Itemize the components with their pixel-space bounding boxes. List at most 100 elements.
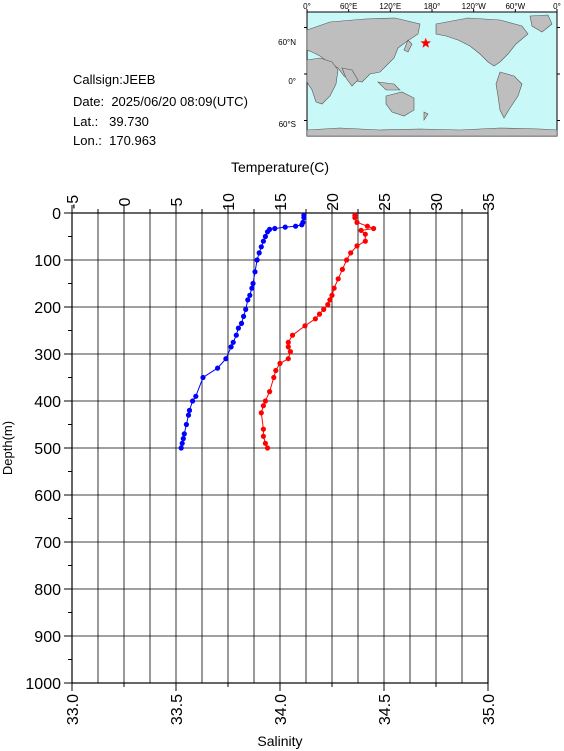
map-landmasses	[306, 14, 558, 137]
station-marker	[420, 37, 431, 48]
temperature-tick-label: 30	[429, 193, 446, 211]
temperature-data-point	[235, 325, 241, 331]
salinity-data-point	[262, 398, 268, 404]
salinity-data-point	[316, 311, 323, 317]
minor-ticks	[68, 209, 463, 687]
temperature-axis-ticks: -5 0 5 10 15 20 25 30 35	[65, 193, 498, 213]
land-nz	[423, 111, 429, 121]
map-lat-label: 0°	[288, 77, 296, 86]
map-lon-label: 120°W	[462, 2, 487, 11]
temperature-tick-label: -5	[65, 195, 82, 209]
callsign-label: Callsign:	[73, 72, 123, 87]
salinity-data-point	[362, 231, 368, 237]
temperature-data-point	[185, 412, 192, 418]
depth-axis-label: Depth(m)	[0, 421, 15, 475]
map-lon-label: 120°E	[379, 2, 401, 11]
land-india	[341, 67, 359, 87]
lat-line: Lat.: 39.730	[73, 114, 149, 130]
temperature-data-point	[181, 431, 187, 437]
salinity-data-point	[273, 367, 279, 374]
date-value: 2025/06/20 08:09(UTC)	[111, 94, 248, 109]
salinity-data-point	[348, 250, 354, 256]
map-lon-label: 60°W	[505, 2, 525, 11]
salinity-tick-label: 35.0	[481, 694, 498, 725]
salinity-data-point	[267, 389, 273, 395]
map-lon-label: 60°E	[340, 2, 357, 11]
salinity-data-point	[285, 344, 291, 350]
land-japan	[403, 39, 413, 53]
depth-tick-label: 200	[34, 300, 61, 317]
temperature-data-point	[258, 244, 264, 250]
salinity-data-point	[264, 445, 271, 451]
salinity-data-point	[329, 292, 335, 298]
salinity-axis-label: Salinity	[257, 733, 302, 749]
temperature-data-point	[249, 285, 255, 291]
salinity-tick-label: 34.0	[273, 694, 290, 725]
salinity-data-point	[285, 356, 291, 362]
salinity-data-point	[354, 219, 360, 225]
temperature-data-point	[301, 215, 307, 221]
temperature-data-point	[200, 374, 206, 381]
temperature-data-point	[243, 306, 249, 312]
profile-plot: -5 0 5 10 15 20 25 30 35 33.0 33.5 34.0 34.5 35.0 0 1…	[0, 159, 498, 749]
depth-tick-label: 600	[34, 488, 61, 505]
land-antarctica	[306, 127, 558, 137]
temperature-data-point	[238, 320, 245, 326]
depth-tick-label: 900	[34, 629, 61, 646]
temperature-data-point	[241, 313, 247, 319]
salinity-data-point	[260, 426, 266, 432]
temperature-data-point	[247, 292, 253, 298]
depth-tick-label: 500	[34, 441, 61, 458]
temperature-tick-label: 10	[221, 193, 238, 211]
temperature-tick-label: 5	[169, 197, 186, 206]
salinity-tick-label: 33.5	[169, 694, 186, 725]
temperature-tick-label: 25	[377, 193, 394, 211]
world-map: 0° 60°E 120°E 180° 120°W 60°W 0° 60°N 0°…	[278, 2, 561, 137]
temperature-axis-label: Temperature(C)	[231, 159, 329, 175]
salinity-data-point	[260, 433, 266, 439]
salinity-data-point	[331, 285, 337, 291]
lat-value: 39.730	[109, 114, 149, 129]
salinity-data-point	[258, 410, 264, 416]
temperature-data-point	[223, 356, 229, 362]
map-lon-label: 0°	[553, 2, 561, 11]
salinity-data-point	[262, 440, 268, 446]
depth-tick-label: 0	[52, 206, 61, 223]
land-north-america	[435, 17, 529, 67]
land-south-america	[495, 71, 523, 119]
temperature-data-point	[299, 222, 305, 228]
map-ticks	[304, 9, 560, 121]
salinity-data-point	[339, 266, 345, 272]
temperature-tick-label: 35	[481, 193, 498, 211]
temperature-data-point	[190, 398, 196, 404]
salinity-data-point	[344, 257, 350, 263]
map-longitude-labels: 0° 60°E 120°E 180° 120°W 60°W 0°	[303, 2, 561, 11]
salinity-axis-ticks: 33.0 33.5 34.0 34.5 35.0	[65, 683, 498, 725]
temperature-data-point	[293, 223, 299, 229]
depth-tick-label: 700	[34, 535, 61, 552]
temperature-data-point	[178, 445, 184, 451]
temperature-tick-label: 20	[325, 193, 342, 211]
salinity-data-point	[271, 374, 277, 381]
temperature-data-point	[215, 365, 221, 371]
salinity-tick-label: 34.5	[377, 694, 394, 725]
salinity-data-point	[260, 403, 266, 409]
temperature-tick-label: 15	[273, 193, 290, 211]
salinity-data-point	[287, 349, 293, 355]
callsign-value: JEEB	[122, 72, 156, 87]
temperature-tick-label: 0	[117, 197, 134, 206]
plot-series	[178, 212, 377, 451]
salinity-data-point	[364, 223, 370, 229]
salinity-data-point	[327, 297, 333, 303]
lat-label: Lat.:	[73, 114, 99, 129]
temperature-data-point	[186, 407, 193, 413]
land-africa	[306, 57, 339, 105]
temperature-data-point	[282, 224, 288, 230]
map-lat-label: 60°N	[278, 38, 296, 47]
temperature-data-point	[256, 250, 262, 256]
date-line: Date: 2025/06/20 08:09(UTC)	[73, 94, 248, 110]
temperature-data-point	[245, 297, 251, 303]
plot-grid	[72, 213, 488, 683]
temperature-data-point	[230, 339, 236, 345]
